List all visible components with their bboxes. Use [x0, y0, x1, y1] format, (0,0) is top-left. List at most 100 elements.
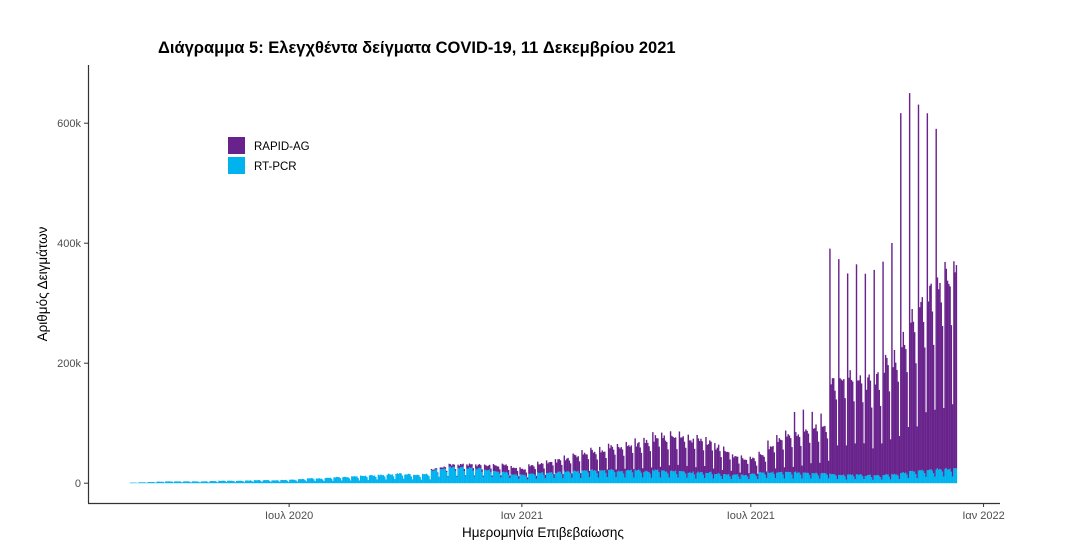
bar-rt-pcr	[468, 467, 471, 484]
bar-rt-pcr	[538, 473, 540, 484]
bar-rt-pcr	[757, 479, 759, 484]
bar-rapid-ag	[666, 442, 668, 472]
bar-rapid-ag	[859, 375, 862, 475]
bar-rapid-ag	[803, 431, 806, 473]
bar-rapid-ag	[523, 469, 525, 476]
bar-rt-pcr	[717, 472, 720, 484]
bar-rapid-ag	[945, 268, 948, 468]
bar-rt-pcr	[649, 473, 652, 484]
bar-rapid-ag	[827, 460, 830, 479]
bar-rt-pcr	[475, 468, 477, 484]
bar-rapid-ag	[767, 440, 769, 472]
bar-rt-pcr	[394, 479, 396, 484]
bar-rt-pcr	[571, 477, 573, 484]
bar-rapid-ag	[545, 460, 548, 474]
bar-rapid-ag	[695, 467, 697, 479]
bar-rt-pcr	[784, 471, 787, 484]
bar-rapid-ag	[509, 475, 511, 479]
bar-rapid-ag	[676, 449, 678, 475]
bar-rapid-ag	[540, 463, 543, 473]
bar-rt-pcr	[945, 467, 948, 484]
bar-rapid-ag	[774, 468, 777, 479]
bar-rt-pcr	[204, 481, 206, 484]
bar-rt-pcr	[893, 473, 896, 484]
bar-rt-pcr	[666, 471, 668, 484]
bar-rt-pcr	[385, 479, 387, 484]
bar-rapid-ag	[549, 462, 552, 473]
bar-rt-pcr	[853, 476, 855, 484]
bar-rapid-ag	[697, 438, 700, 472]
bar-rapid-ag	[511, 467, 514, 475]
bar-rt-pcr	[765, 478, 768, 484]
bar-rt-pcr	[401, 475, 404, 484]
bar-rt-pcr	[352, 476, 354, 484]
bar-rt-pcr	[265, 480, 267, 484]
bar-rt-pcr	[199, 482, 201, 484]
bar-rt-pcr	[671, 470, 673, 484]
bar-rapid-ag	[609, 448, 611, 470]
bar-rt-pcr	[181, 482, 184, 484]
bar-rt-pcr	[208, 482, 210, 484]
bar-rt-pcr	[301, 479, 304, 484]
bar-rapid-ag	[657, 438, 659, 470]
bar-rapid-ag	[811, 411, 813, 474]
bar-rt-pcr	[673, 471, 676, 484]
bar-rt-pcr	[728, 474, 730, 484]
bar-rt-pcr	[752, 473, 754, 484]
bar-rapid-ag	[502, 464, 505, 472]
bar-rapid-ag	[662, 438, 664, 471]
bar-rapid-ag	[729, 459, 731, 477]
bar-rt-pcr	[238, 480, 240, 484]
bar-rt-pcr	[461, 467, 463, 484]
bar-rt-pcr	[891, 473, 893, 484]
bar-rt-pcr	[657, 469, 659, 484]
bar-rapid-ag	[821, 426, 824, 473]
bar-rt-pcr	[496, 471, 498, 484]
bar-rt-pcr	[895, 474, 897, 484]
bar-rt-pcr	[445, 472, 448, 484]
bar-rt-pcr	[400, 473, 402, 484]
bar-rt-pcr	[153, 482, 156, 484]
bar-rt-pcr	[831, 474, 834, 484]
bar-rt-pcr	[295, 480, 297, 484]
bar-rt-pcr	[246, 480, 248, 484]
bar-rt-pcr	[653, 470, 655, 484]
bar-rt-pcr	[276, 480, 278, 484]
bar-rt-pcr	[209, 481, 211, 484]
bar-rt-pcr	[667, 473, 669, 484]
bar-rt-pcr	[501, 472, 504, 484]
bar-rt-pcr	[733, 474, 735, 484]
bar-rapid-ag	[929, 285, 931, 470]
bar-rt-pcr	[439, 469, 442, 484]
bar-rt-pcr	[661, 470, 663, 484]
bar-rt-pcr	[930, 469, 932, 484]
bar-rapid-ag	[941, 325, 944, 472]
bar-rt-pcr	[229, 480, 232, 484]
bar-rt-pcr	[467, 468, 469, 484]
bar-rt-pcr	[777, 472, 779, 484]
bar-rt-pcr	[156, 481, 158, 484]
bar-rt-pcr	[361, 475, 363, 484]
bar-rt-pcr	[423, 474, 425, 484]
bar-rt-pcr	[270, 481, 272, 484]
legend-swatch-rt-pcr	[228, 157, 245, 174]
bar-rapid-ag	[590, 447, 592, 470]
bar-rapid-ag	[674, 437, 677, 471]
bar-rt-pcr	[478, 467, 481, 484]
bar-rapid-ag	[709, 440, 711, 473]
bar-rt-pcr	[897, 475, 899, 484]
bar-rt-pcr	[376, 479, 378, 484]
bar-rt-pcr	[458, 468, 461, 484]
bar-rt-pcr	[497, 471, 500, 484]
bar-rt-pcr	[844, 476, 846, 484]
bar-rt-pcr	[691, 473, 693, 484]
bar-rapid-ag	[759, 454, 762, 472]
bar-rapid-ag	[911, 309, 913, 471]
bar-rapid-ag	[700, 438, 702, 473]
bar-rapid-ag	[602, 451, 605, 471]
bar-rt-pcr	[291, 479, 294, 484]
bar-rt-pcr	[878, 475, 880, 484]
bar-rt-pcr	[534, 475, 536, 484]
bar-rapid-ag	[571, 473, 573, 478]
bar-rapid-ag	[836, 445, 839, 480]
